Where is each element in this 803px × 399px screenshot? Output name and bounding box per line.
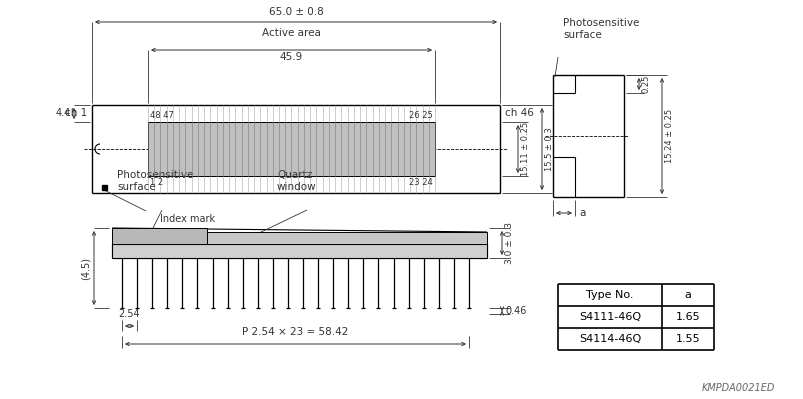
Text: 2.54: 2.54 [119,309,141,319]
Text: Active area: Active area [262,28,320,38]
Bar [112,244,487,258]
Text: S4114-46Q: S4114-46Q [578,334,640,344]
Bar [112,228,206,244]
Text: 15.5 ± 0.3: 15.5 ± 0.3 [544,127,553,171]
Text: Index mark: Index mark [160,214,215,224]
Text: 23 24: 23 24 [409,178,433,187]
Text: Photosensitive
surface: Photosensitive surface [117,170,194,192]
Text: Quartz
window: Quartz window [277,170,316,192]
Text: 15.24 ± 0.25: 15.24 ± 0.25 [664,109,673,163]
Text: Type No.: Type No. [585,290,633,300]
Text: a: a [578,208,585,218]
Text: 26 25: 26 25 [409,111,433,120]
Text: 1.55: 1.55 [675,334,699,344]
Bar [102,185,107,190]
Text: ch 1: ch 1 [65,108,87,118]
Text: 0.25: 0.25 [642,75,650,93]
Text: 1.65: 1.65 [675,312,699,322]
Text: Photosensitive
surface: Photosensitive surface [562,18,638,40]
Text: 45.9: 45.9 [279,52,303,62]
Bar [206,232,487,244]
Bar [148,122,434,176]
Text: 48 47: 48 47 [150,111,173,120]
Text: 0.46: 0.46 [504,306,526,316]
Text: (4.5): (4.5) [81,257,91,280]
Text: 65.0 ± 0.8: 65.0 ± 0.8 [268,7,323,17]
Text: 4.4: 4.4 [55,109,71,119]
Text: 1 2: 1 2 [150,178,163,187]
Text: 3.0 ± 0.3: 3.0 ± 0.3 [504,222,513,264]
Text: a: a [683,290,691,300]
Text: KMPDA0021ED: KMPDA0021ED [701,383,774,393]
Text: 15.11 ± 0.25: 15.11 ± 0.25 [520,122,529,176]
Text: S4111-46Q: S4111-46Q [578,312,640,322]
Text: P 2.54 × 23 = 58.42: P 2.54 × 23 = 58.42 [242,327,349,337]
Text: ch 46: ch 46 [504,108,533,118]
